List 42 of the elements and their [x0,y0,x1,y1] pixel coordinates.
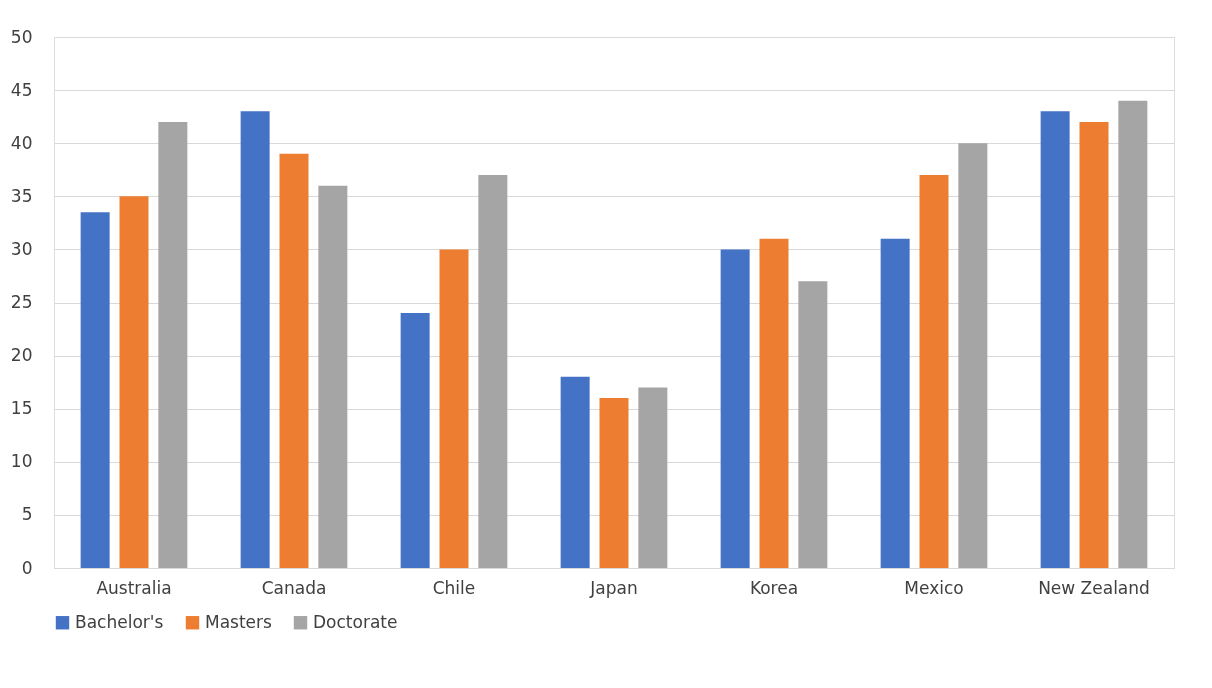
x-tick-label: Canada [261,577,327,598]
bar [1079,121,1109,568]
bar [1040,111,1070,568]
y-tick-label: 20 [10,345,33,366]
bar [560,376,590,568]
x-tick-label: New Zealand [1038,577,1150,598]
bar [240,111,270,568]
bar [599,398,629,568]
bar [119,196,149,568]
y-tick-label: 40 [10,132,33,153]
y-tick-label: 0 [21,557,33,578]
x-tick-label: Korea [749,577,799,598]
bar [958,143,988,568]
y-tick-label: 15 [10,398,33,419]
bar [80,212,110,568]
bar [158,121,188,568]
legend-label: Bachelor's [75,611,164,632]
legend-label: Doctorate [313,611,398,632]
bar [400,313,430,568]
y-tick-label: 35 [10,185,33,206]
bar [279,153,309,568]
bar [638,387,668,568]
x-tick-label: Chile [432,577,476,598]
bar [798,281,828,568]
y-tick-label: 50 [10,26,33,47]
bar [880,238,910,568]
bar [720,249,750,568]
bar [318,185,348,568]
y-tick-label: 25 [10,292,33,312]
bar [759,238,789,568]
y-tick-label: 10 [10,451,33,472]
y-tick-label: 45 [10,79,33,100]
x-tick-label: Australia [96,577,172,598]
y-tick-label: 30 [10,238,33,259]
bar [478,175,508,568]
bar [439,249,469,568]
legend-label: Masters [205,611,273,632]
x-tick-label: Japan [589,577,638,598]
bar [1118,100,1148,568]
bar [919,175,949,568]
x-tick-label: Mexico [904,577,964,598]
y-tick-label: 5 [21,504,33,525]
